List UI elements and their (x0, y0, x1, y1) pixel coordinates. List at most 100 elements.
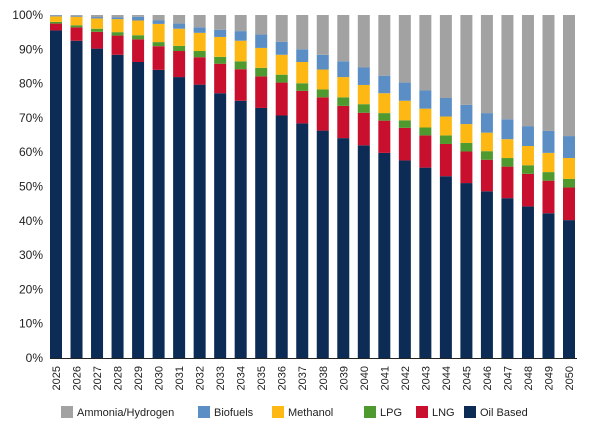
bar-segment-lng-2027 (91, 31, 104, 49)
bar-segment-biofuels-2032 (193, 27, 206, 33)
bar-segment-biofuels-2040 (357, 67, 370, 85)
bar-segment-lpg-2034 (234, 61, 247, 70)
bar-segment-methanol-2043 (419, 108, 432, 128)
bar-segment-oil-based-2026 (70, 40, 83, 358)
bar-segment-lng-2030 (152, 46, 165, 70)
x-tick-label: 2050 (564, 366, 576, 390)
bar-segment-methanol-2047 (501, 139, 514, 159)
bar-segment-methanol-2045 (460, 124, 473, 143)
x-tick-label: 2026 (72, 366, 84, 390)
bar-segment-ammonia-hydrogen-2050 (563, 15, 575, 137)
bar-stack-2033 (214, 15, 227, 358)
bar-segment-lpg-2027 (91, 28, 104, 32)
bar-segment-biofuels-2047 (501, 119, 514, 140)
bar-segment-ammonia-hydrogen-2037 (296, 15, 309, 50)
bar-segment-methanol-2046 (480, 132, 493, 152)
bar-segment-oil-based-2037 (296, 123, 309, 358)
x-tick-label: 2036 (277, 366, 289, 390)
bar-segment-lng-2041 (378, 120, 391, 153)
bar-segment-lng-2046 (480, 159, 493, 192)
bar-segment-biofuels-2038 (316, 54, 329, 70)
bar-segment-biofuels-2028 (111, 17, 124, 20)
bar-segment-oil-based-2042 (398, 160, 411, 358)
bar-segment-oil-based-2039 (337, 138, 350, 358)
bar-segment-lpg-2039 (337, 97, 350, 106)
legend-swatch-biofuels (198, 406, 210, 418)
bar-segment-oil-based-2048 (521, 206, 534, 358)
bar-segment-ammonia-hydrogen-2027 (91, 15, 104, 18)
bar-segment-methanol-2033 (214, 36, 227, 57)
bar-segment-biofuels-2031 (173, 23, 186, 29)
legend-swatch-lpg (364, 406, 376, 418)
bar-segment-oil-based-2035 (255, 107, 268, 358)
legend-swatch-ammonia-hydrogen (61, 406, 73, 418)
bar-segment-ammonia-hydrogen-2049 (542, 15, 555, 131)
bar-segment-ammonia-hydrogen-2033 (214, 15, 227, 30)
bars (50, 15, 575, 359)
bar-segment-biofuels-2041 (378, 75, 391, 94)
y-tick-label: 100% (12, 8, 43, 22)
bar-segment-ammonia-hydrogen-2029 (132, 15, 145, 17)
y-tick-label: 80% (19, 77, 43, 91)
bar-segment-lpg-2026 (70, 25, 83, 28)
bar-segment-oil-based-2027 (91, 48, 104, 358)
bar-segment-lpg-2028 (111, 32, 124, 36)
bar-segment-oil-based-2050 (563, 220, 575, 358)
bar-stack-2036 (275, 15, 288, 359)
bar-stack-2031 (173, 15, 186, 358)
bar-segment-biofuels-2043 (419, 90, 432, 109)
bar-segment-oil-based-2030 (152, 69, 165, 358)
bar-segment-lng-2044 (439, 143, 452, 177)
bar-segment-lng-2050 (563, 187, 575, 221)
bar-stack-2041 (378, 15, 391, 358)
bar-segment-methanol-2032 (193, 32, 206, 52)
bar-segment-lpg-2044 (439, 135, 452, 144)
bar-segment-ammonia-hydrogen-2039 (337, 15, 350, 62)
bar-segment-oil-based-2032 (193, 84, 206, 358)
bar-segment-ammonia-hydrogen-2035 (255, 15, 268, 35)
bar-segment-oil-based-2031 (173, 77, 186, 358)
bar-segment-biofuels-2027 (91, 17, 104, 19)
legend-label-biofuels: Biofuels (214, 407, 254, 419)
bar-segment-ammonia-hydrogen-2028 (111, 15, 124, 18)
bar-stack-2042 (398, 15, 411, 358)
bar-segment-ammonia-hydrogen-2026 (70, 15, 83, 16)
x-tick-label: 2042 (400, 366, 412, 390)
bar-segment-lpg-2048 (521, 165, 534, 174)
legend-label-oil-based: Oil Based (480, 407, 528, 419)
y-tick-label: 50% (19, 180, 43, 194)
bar-segment-biofuels-2039 (337, 61, 350, 78)
y-tick-label: 70% (19, 111, 43, 125)
bar-segment-oil-based-2044 (439, 176, 452, 358)
bar-segment-lng-2036 (275, 82, 288, 116)
bar-segment-lpg-2049 (542, 172, 555, 181)
bar-segment-biofuels-2042 (398, 82, 411, 101)
bar-segment-lpg-2045 (460, 142, 473, 152)
bar-segment-methanol-2042 (398, 100, 411, 121)
bar-segment-lpg-2033 (214, 56, 227, 64)
bar-segment-ammonia-hydrogen-2047 (501, 15, 514, 120)
bar-segment-biofuels-2033 (214, 29, 227, 37)
legend-label-methanol: Methanol (288, 407, 333, 419)
bar-segment-biofuels-2044 (439, 98, 452, 117)
bar-segment-lpg-2040 (357, 104, 370, 113)
legend-swatch-methanol (272, 406, 284, 418)
bar-segment-biofuels-2046 (480, 113, 493, 133)
bar-segment-methanol-2029 (132, 20, 145, 36)
bar-segment-ammonia-hydrogen-2036 (275, 15, 288, 42)
bar-segment-lpg-2050 (563, 178, 575, 188)
bar-segment-ammonia-hydrogen-2038 (316, 15, 329, 55)
x-tick-label: 2046 (482, 366, 494, 390)
bar-stack-2046 (480, 15, 493, 358)
bar-segment-lpg-2047 (501, 158, 514, 167)
x-tick-label: 2044 (441, 366, 453, 390)
bar-segment-methanol-2028 (111, 19, 124, 33)
bar-segment-lng-2039 (337, 105, 350, 139)
bar-segment-lng-2028 (111, 35, 124, 55)
bar-segment-methanol-2049 (542, 152, 555, 173)
bar-segment-lpg-2041 (378, 113, 391, 121)
bar-segment-ammonia-hydrogen-2044 (439, 15, 452, 99)
y-axis: 0% 10% 20% 30% 40% 50% 60% 70% 80% 90% 100% (12, 8, 43, 365)
bar-segment-lng-2038 (316, 97, 329, 131)
bar-segment-ammonia-hydrogen-2043 (419, 15, 432, 91)
